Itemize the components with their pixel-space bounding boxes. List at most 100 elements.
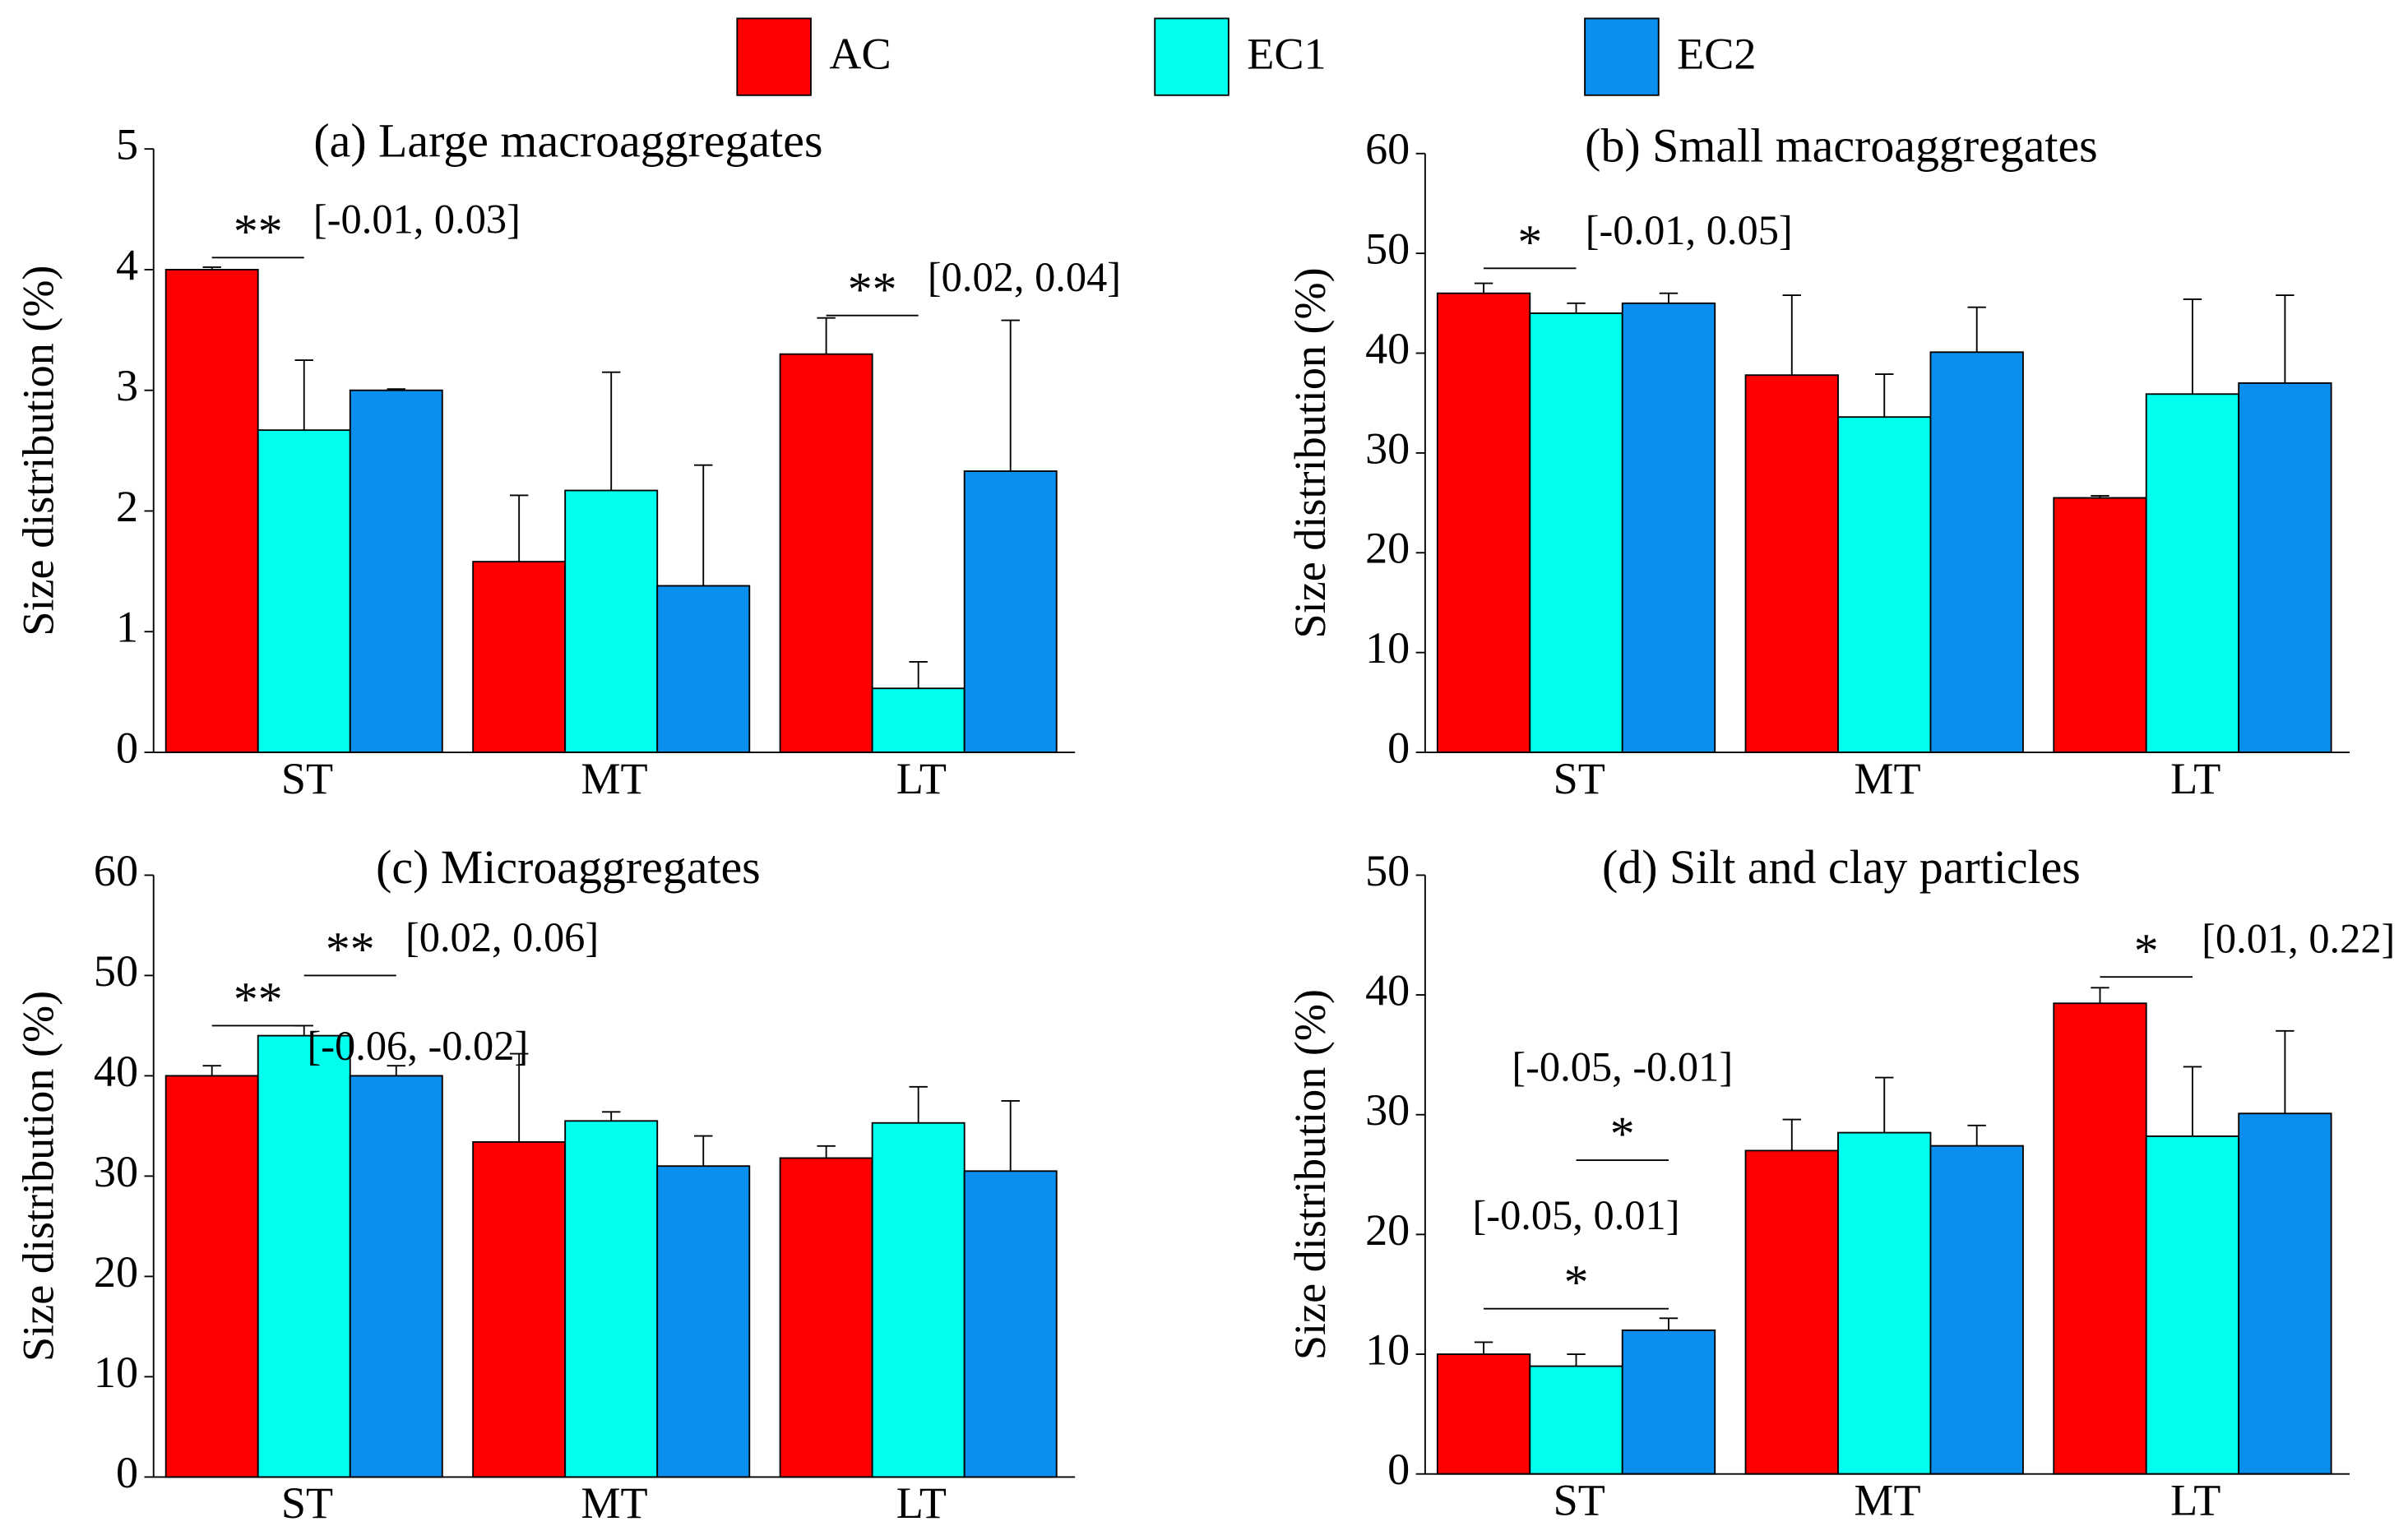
x-tick-label: ST [281,754,333,803]
x-tick-label: LT [896,1478,947,1528]
bar [257,1034,351,1478]
y-tick-label: 10 [1365,1325,1410,1374]
bar [2145,393,2240,753]
y-axis-label: Size distribution (%) [14,991,63,1362]
y-tick-label: 60 [94,846,138,895]
legend-swatch [1154,17,1229,96]
bar [164,268,259,753]
y-tick-label: 5 [116,120,138,169]
legend-swatch [736,17,812,96]
chart-title: (c) Microaggregates [376,840,761,894]
y-tick-label: 40 [1365,324,1410,373]
y-tick-label: 3 [116,361,138,410]
bar [564,1120,659,1478]
bar [1529,1365,1623,1475]
significance-stars: * [1517,215,1542,269]
y-tick-label: 20 [94,1247,138,1297]
bar [164,1075,259,1478]
y-tick-label: 2 [116,482,138,531]
legend-label: EC2 [1677,29,1756,78]
y-tick-label: 50 [1365,224,1410,274]
bar [871,687,966,753]
significance-stars: ** [326,922,375,976]
bar [472,1140,567,1478]
confidence-interval: [-0.05, 0.01] [1473,1192,1680,1238]
y-tick-label: 40 [1365,965,1410,1015]
bar [1837,1131,1932,1475]
y-tick-label: 30 [1365,423,1410,473]
bar [1436,292,1531,753]
confidence-interval: [-0.05, -0.01] [1512,1043,1733,1089]
bar [2053,497,2147,753]
y-tick-label: 4 [116,240,138,289]
y-tick-label: 60 [1365,124,1410,173]
y-tick-label: 30 [1365,1085,1410,1135]
confidence-interval: [-0.01, 0.03] [313,197,521,243]
bar [1436,1353,1531,1475]
bar [2238,382,2332,753]
bar [779,1157,873,1478]
significance-stars: ** [234,972,283,1026]
bar [257,429,351,753]
bar [1621,302,1716,753]
bar [871,1121,966,1478]
bar [2053,1002,2147,1475]
y-axis-label: Size distribution (%) [14,266,63,636]
x-tick-label: ST [1554,1475,1605,1524]
legend-label: EC1 [1247,29,1326,78]
confidence-interval: [0.02, 0.06] [405,914,599,960]
y-tick-label: 0 [1387,1445,1410,1494]
bar [349,1075,443,1478]
bar [472,561,567,753]
x-tick-label: ST [281,1478,333,1528]
bar [656,1165,751,1478]
legend-swatch [1584,17,1660,96]
x-tick-label: LT [2170,1475,2220,1524]
confidence-interval: [-0.01, 0.05] [1586,207,1793,253]
y-tick-label: 10 [1365,623,1410,673]
bar [1744,1149,1839,1475]
y-tick-label: 40 [94,1047,138,1096]
chart-title: (a) Large macroaggregates [313,114,822,168]
legend-label: AC [829,29,891,78]
significance-stars: ** [234,204,283,258]
x-tick-label: MT [581,1478,647,1528]
y-tick-label: 1 [116,603,138,652]
bar [656,585,751,753]
confidence-interval: [0.01, 0.22] [2202,916,2395,962]
y-axis-label: Size distribution (%) [1285,989,1335,1360]
bar [1621,1329,1716,1475]
bar [779,353,873,753]
x-tick-label: MT [581,754,647,803]
y-tick-label: 0 [116,723,138,772]
chart-title: (b) Small macroaggregates [1585,118,2098,172]
y-tick-label: 0 [116,1448,138,1497]
y-axis-label: Size distribution (%) [1285,267,1335,638]
bar [1529,312,1623,753]
bar [1929,351,2024,753]
bar [963,1170,1058,1478]
significance-stars: * [1564,1255,1589,1309]
bar [963,470,1058,753]
bar [1837,416,1932,753]
bar [564,489,659,753]
confidence-interval: [0.02, 0.04] [928,254,1121,300]
x-tick-label: MT [1854,754,1920,803]
x-tick-label: MT [1854,1475,1920,1524]
x-tick-label: ST [1554,754,1605,803]
significance-stars: * [2134,923,2159,978]
y-tick-label: 10 [94,1348,138,1397]
chart-title: (d) Silt and clay particles [1602,840,2081,894]
y-tick-label: 50 [1365,846,1410,895]
y-tick-label: 50 [94,946,138,996]
significance-stars: ** [848,261,897,316]
x-tick-label: LT [896,754,947,803]
bar [1929,1145,2024,1475]
x-tick-label: LT [2170,754,2220,803]
y-tick-label: 20 [1365,524,1410,573]
y-tick-label: 20 [1365,1205,1410,1255]
bar [2238,1112,2332,1475]
significance-stars: * [1610,1107,1635,1161]
